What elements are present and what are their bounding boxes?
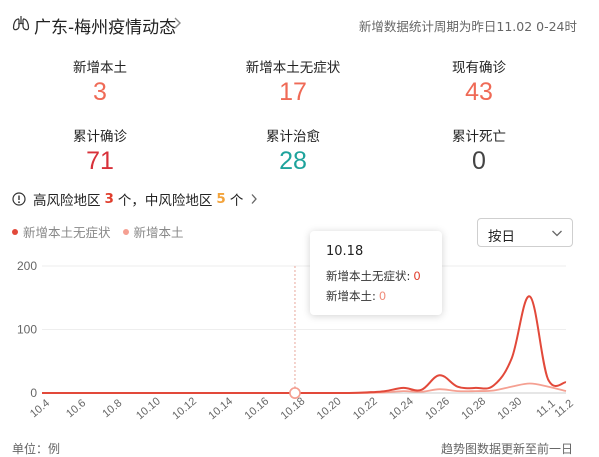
legend-label: 新增本土 xyxy=(133,225,184,240)
stat-value: 3 xyxy=(93,78,107,106)
stat-total-deaths: 累计死亡 0 xyxy=(379,125,579,176)
granularity-select[interactable]: 按日 xyxy=(477,218,573,247)
y-tick-label: 200 xyxy=(17,259,37,273)
x-tick-label: 10.22 xyxy=(351,395,380,422)
legend-label: 新增本土无症状 xyxy=(23,225,111,240)
series-line-asymptomatic xyxy=(41,295,567,394)
x-tick-label: 10.30 xyxy=(495,395,524,422)
x-tick-label: 10.18 xyxy=(279,395,308,422)
x-tick-label: 10.14 xyxy=(206,395,235,422)
tooltip-label: 新增本土无症状: xyxy=(326,269,411,283)
tooltip-row-local: 新增本土: 0 xyxy=(326,288,386,304)
stat-current-confirmed: 现有确诊 43 xyxy=(379,56,579,107)
legend-item-local[interactable]: 新增本土 xyxy=(122,222,184,241)
tooltip-date: 10.18 xyxy=(326,244,364,259)
chevron-right-icon xyxy=(251,194,258,204)
chevron-right-icon[interactable] xyxy=(172,14,184,32)
tooltip-value: 0 xyxy=(413,269,421,283)
x-tick-label: 10.10 xyxy=(134,395,163,422)
stat-label: 新增本土 xyxy=(73,60,127,76)
stat-value: 28 xyxy=(279,147,307,175)
lungs-icon xyxy=(12,16,30,31)
chart-tooltip: 10.18 新增本土无症状: 0 新增本土: 0 xyxy=(310,231,442,315)
risk-unit: 个 xyxy=(229,193,244,209)
high-risk-label: 高风险地区 xyxy=(33,193,101,209)
trend-chart[interactable]: 0 100 200 10.4 10.6 10.8 10.10 10.12 10.14 10.16 1… xyxy=(0,250,599,430)
x-tick-label: 10.6 xyxy=(64,397,88,420)
risk-separator: ， xyxy=(131,193,145,209)
x-tick-label: 10.20 xyxy=(315,395,344,422)
high-risk-count: 3 xyxy=(104,191,114,207)
legend-dot xyxy=(122,228,129,235)
chevron-down-icon xyxy=(552,230,562,237)
legend-item-asymptomatic[interactable]: 新增本土无症状 xyxy=(12,222,111,241)
stat-label: 现有确诊 xyxy=(452,60,506,76)
risk-areas-link[interactable]: 高风险地区 3 个 ， 中风险地区 5 个 xyxy=(12,189,259,209)
stat-total-cured: 累计治愈 28 xyxy=(193,125,393,176)
stat-value: 0 xyxy=(472,147,486,175)
tooltip-value: 0 xyxy=(378,289,387,303)
stat-new-asymptomatic: 新增本土无症状 17 xyxy=(193,56,393,107)
tooltip-label: 新增本土: xyxy=(326,289,376,303)
stat-label: 累计治愈 xyxy=(266,129,320,145)
x-tick-label: 10.26 xyxy=(423,395,452,422)
x-tick-label: 10.28 xyxy=(459,395,488,422)
y-tick-label: 0 xyxy=(30,386,37,400)
header: 广东-梅州疫情动态 新增数据统计周期为昨日11.02 0-24时 xyxy=(0,0,599,46)
highlight-point-local xyxy=(289,387,301,399)
x-tick-label: 10.16 xyxy=(242,395,271,422)
tooltip-row-asymptomatic: 新增本土无症状: 0 xyxy=(326,268,421,284)
x-tick-label: 10.4 xyxy=(28,397,52,420)
stat-label: 新增本土无症状 xyxy=(245,60,341,76)
x-tick-label: 11.2 xyxy=(552,397,575,419)
info-icon xyxy=(12,192,26,206)
stat-new-local: 新增本土 3 xyxy=(0,56,200,107)
x-tick-label: 10.24 xyxy=(387,395,416,422)
update-note: 趋势图数据更新至前一日 xyxy=(440,442,573,456)
period-note: 新增数据统计周期为昨日11.02 0-24时 xyxy=(358,19,577,34)
x-tick-label: 10.8 xyxy=(100,397,124,420)
stat-label: 累计确诊 xyxy=(73,129,127,145)
stat-value: 71 xyxy=(86,147,114,175)
page-title[interactable]: 广东-梅州疫情动态 xyxy=(34,18,177,38)
stat-label: 累计死亡 xyxy=(452,129,506,145)
legend-dot xyxy=(12,228,18,235)
mid-risk-count: 5 xyxy=(216,191,226,207)
stat-value: 17 xyxy=(279,78,307,106)
stat-value: 43 xyxy=(465,78,493,106)
y-tick-label: 100 xyxy=(17,323,37,337)
stats-grid: 新增本土 3 新增本土无症状 17 现有确诊 43 累计确诊 71 累计治愈 2… xyxy=(0,50,599,185)
risk-unit: 个 xyxy=(117,193,132,209)
select-value: 按日 xyxy=(488,229,515,245)
unit-label: 单位：例 xyxy=(12,442,61,456)
chart-legend: 新增本土无症状 新增本土 xyxy=(12,222,196,241)
mid-risk-label: 中风险地区 xyxy=(144,193,213,209)
x-tick-label: 10.12 xyxy=(170,395,199,422)
stat-total-confirmed: 累计确诊 71 xyxy=(0,125,200,176)
